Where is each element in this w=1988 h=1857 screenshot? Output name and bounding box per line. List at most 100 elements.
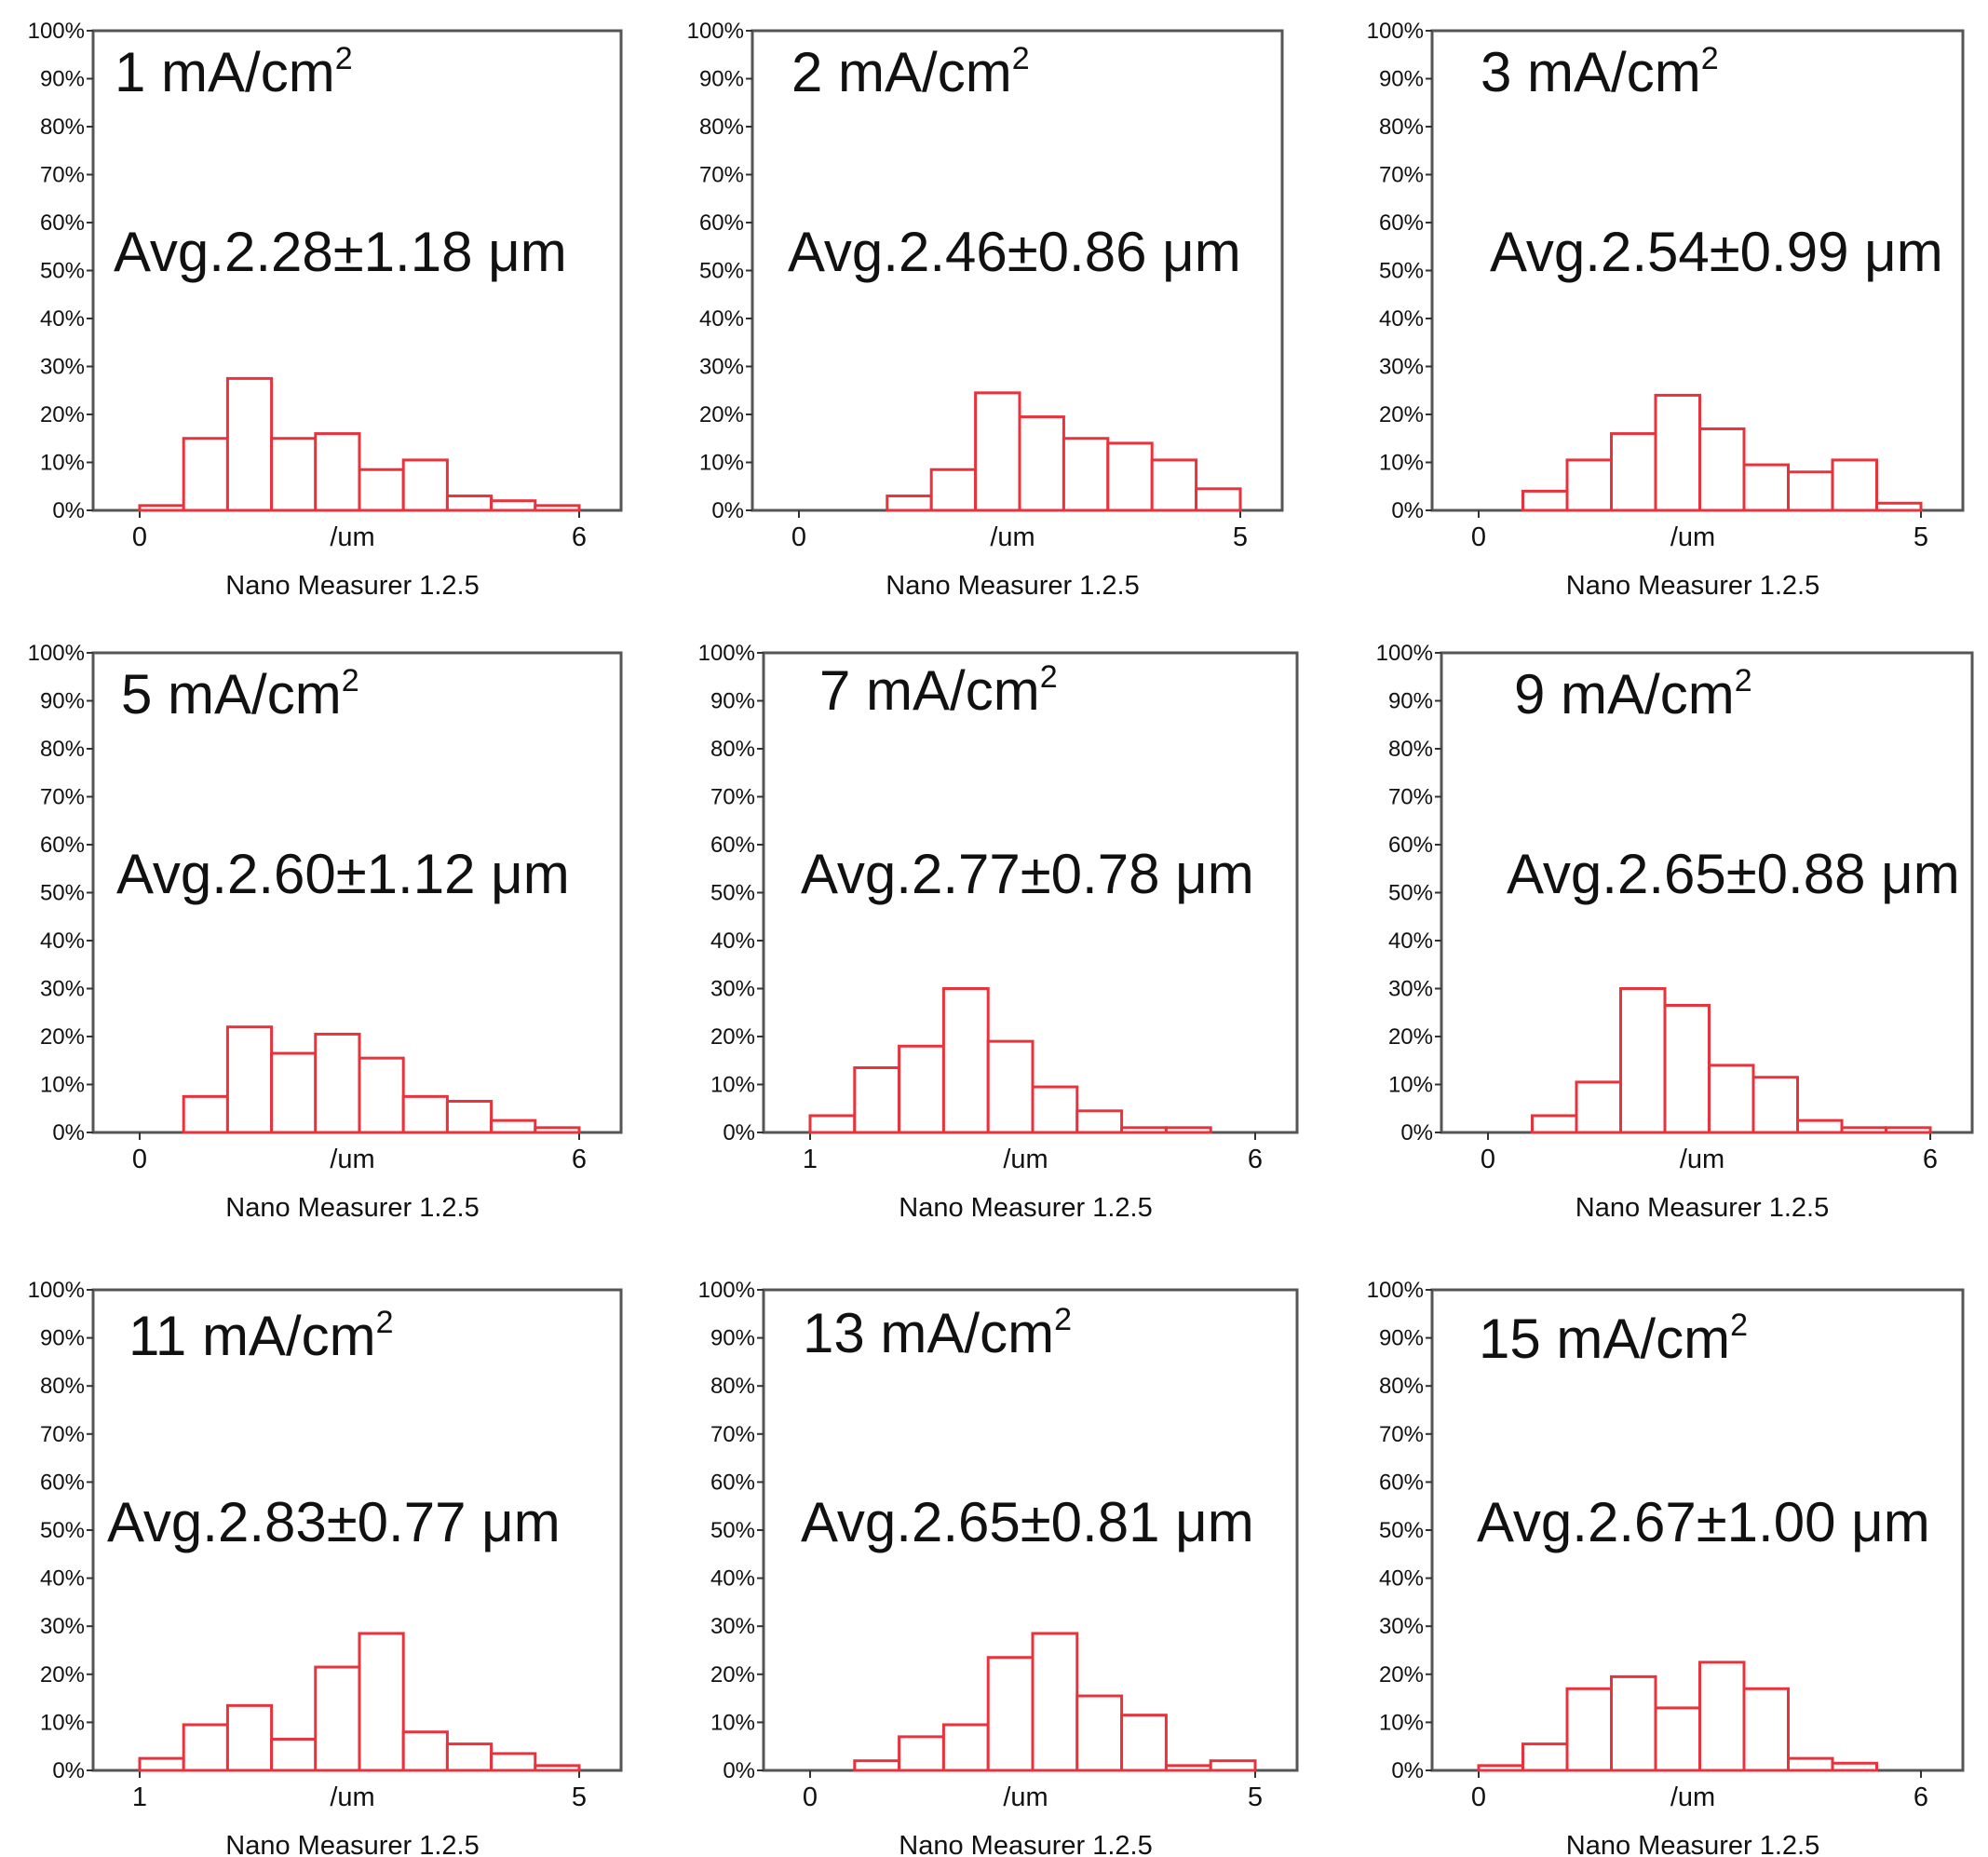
average-annotation: Avg.2.46±0.86 μm: [788, 221, 1241, 283]
y-tick-label: 40%: [699, 306, 744, 332]
y-tick-label: 70%: [40, 785, 85, 810]
histogram-bar: [1521, 1742, 1569, 1772]
histogram-bar: [1120, 1714, 1168, 1772]
histogram-bar: [886, 495, 933, 512]
y-tick-label: 70%: [40, 1422, 85, 1447]
y-tick-label: 100%: [698, 1278, 755, 1303]
y-tick-label: 100%: [28, 641, 85, 666]
x-tick-label: 0: [1481, 1145, 1495, 1174]
x-tick-label: 6: [572, 522, 587, 552]
y-tick-label: 90%: [699, 67, 744, 92]
y-tick-label: 50%: [1379, 259, 1424, 284]
histogram-bar: [270, 1737, 318, 1772]
y-tick-label: 60%: [699, 210, 744, 236]
x-tick-label: 0: [1471, 1782, 1486, 1812]
histogram-bar: [941, 1723, 990, 1772]
y-tick-label: 0%: [723, 1758, 755, 1783]
plot-frame: [1430, 1288, 1965, 1772]
x-tick-label: 0: [132, 522, 147, 552]
y-tick-label: 80%: [710, 1374, 755, 1399]
y-tick-label: 30%: [699, 355, 744, 380]
histogram-bar: [1698, 1660, 1746, 1772]
histogram-bar: [314, 432, 361, 512]
panel-title: 7 mA/cm2: [819, 659, 1058, 722]
histogram-bar: [1619, 987, 1667, 1134]
histogram-bar: [534, 1126, 581, 1134]
histogram-bar: [1521, 489, 1569, 512]
title-superscript: 2: [376, 1305, 394, 1340]
y-tick-label: 80%: [1388, 737, 1433, 762]
histogram-panel-8: 0% 10% 20% 30% 40% 50% 60% 70% 80% 90% 100% 0 5/um Na…: [698, 1278, 1299, 1857]
y-tick-label: 0%: [711, 498, 744, 523]
histogram-bar: [182, 1723, 229, 1772]
y-tick-label: 90%: [1388, 689, 1433, 714]
histogram-bar: [1698, 427, 1746, 512]
x-axis-label: /um: [330, 522, 374, 552]
panel-title: 15 mA/cm2: [1479, 1308, 1748, 1370]
y-tick-label: 70%: [1379, 163, 1424, 188]
y-tick-label: 90%: [40, 1326, 85, 1351]
histogram-bar: [974, 391, 1021, 512]
software-footer: Nano Measurer 1.2.5: [899, 1831, 1152, 1857]
histogram-bar: [1565, 1687, 1613, 1772]
histogram-bar: [808, 1114, 857, 1134]
average-annotation: Avg.2.65±0.88 μm: [1507, 843, 1960, 905]
y-tick-label: 50%: [40, 881, 85, 906]
plot-frame: [91, 29, 623, 512]
y-tick-label: 80%: [1379, 1374, 1424, 1399]
x-tick-label: 1: [132, 1782, 147, 1812]
histogram-bar: [898, 1044, 945, 1134]
y-tick-label: 0%: [52, 498, 85, 523]
histogram-bar: [898, 1735, 945, 1772]
title-superscript: 2: [1735, 663, 1752, 698]
x-axis-label: /um: [330, 1782, 374, 1812]
title-superscript: 2: [1012, 41, 1030, 76]
y-tick-label: 0%: [1391, 498, 1424, 523]
y-tick-label: 90%: [1379, 1326, 1424, 1351]
y-tick-label: 100%: [687, 19, 744, 44]
y-tick-label: 80%: [40, 115, 85, 140]
histogram-bar: [1787, 470, 1834, 512]
histogram-bar: [358, 1632, 405, 1772]
histogram-bar: [534, 504, 581, 512]
histogram-bar: [1840, 1126, 1887, 1134]
histogram-bar: [1075, 1109, 1124, 1134]
y-tick-label: 0%: [723, 1120, 755, 1145]
histogram-panel-6: 0% 10% 20% 30% 40% 50% 60% 70% 80% 90% 100% 0 6/um Na…: [1376, 641, 1974, 1223]
y-tick-label: 60%: [40, 833, 85, 858]
y-tick-label: 10%: [710, 1710, 755, 1735]
x-axis-label: /um: [1680, 1145, 1724, 1174]
histogram-panel-1: 0% 10% 20% 30% 40% 50% 60% 70% 80% 90% 100% 0 6/um Na…: [28, 19, 623, 601]
histogram-bar: [853, 1065, 901, 1134]
y-tick-label: 10%: [1379, 451, 1424, 476]
y-tick-label: 20%: [40, 1024, 85, 1050]
average-annotation: Avg.2.28±1.18 μm: [114, 221, 567, 283]
histogram-bar: [986, 1656, 1035, 1772]
panel-title: 2 mA/cm2: [791, 41, 1030, 103]
y-tick-label: 20%: [40, 402, 85, 427]
histogram-bar: [1575, 1080, 1622, 1134]
x-tick-label: 0: [791, 522, 806, 552]
title-superscript: 2: [335, 41, 353, 76]
histogram-bar: [1742, 1687, 1790, 1772]
histogram-bar: [1477, 1764, 1524, 1772]
histogram-bar: [445, 1742, 494, 1772]
average-annotation: Avg.2.54±0.99 μm: [1490, 221, 1943, 283]
y-tick-label: 80%: [40, 1374, 85, 1399]
title-superscript: 2: [342, 663, 359, 698]
histogram-bar: [1075, 1694, 1124, 1772]
histogram-panel-3: 0% 10% 20% 30% 40% 50% 60% 70% 80% 90% 100% 0 5/um Na…: [1367, 19, 1965, 601]
histogram-bar: [1150, 458, 1198, 512]
software-footer: Nano Measurer 1.2.5: [1576, 1193, 1829, 1223]
histogram-bar: [1195, 487, 1242, 512]
y-tick-label: 10%: [40, 1710, 85, 1735]
average-annotation: Avg.2.60±1.12 μm: [116, 843, 570, 905]
y-tick-label: 90%: [40, 67, 85, 92]
y-tick-label: 30%: [40, 1614, 85, 1639]
histogram-bar: [1531, 1114, 1578, 1134]
x-tick-label: 0: [132, 1145, 147, 1174]
histogram-bar: [986, 1039, 1035, 1134]
y-tick-label: 10%: [1388, 1073, 1433, 1098]
average-annotation: Avg.2.83±0.77 μm: [107, 1491, 561, 1553]
y-tick-label: 40%: [710, 928, 755, 954]
